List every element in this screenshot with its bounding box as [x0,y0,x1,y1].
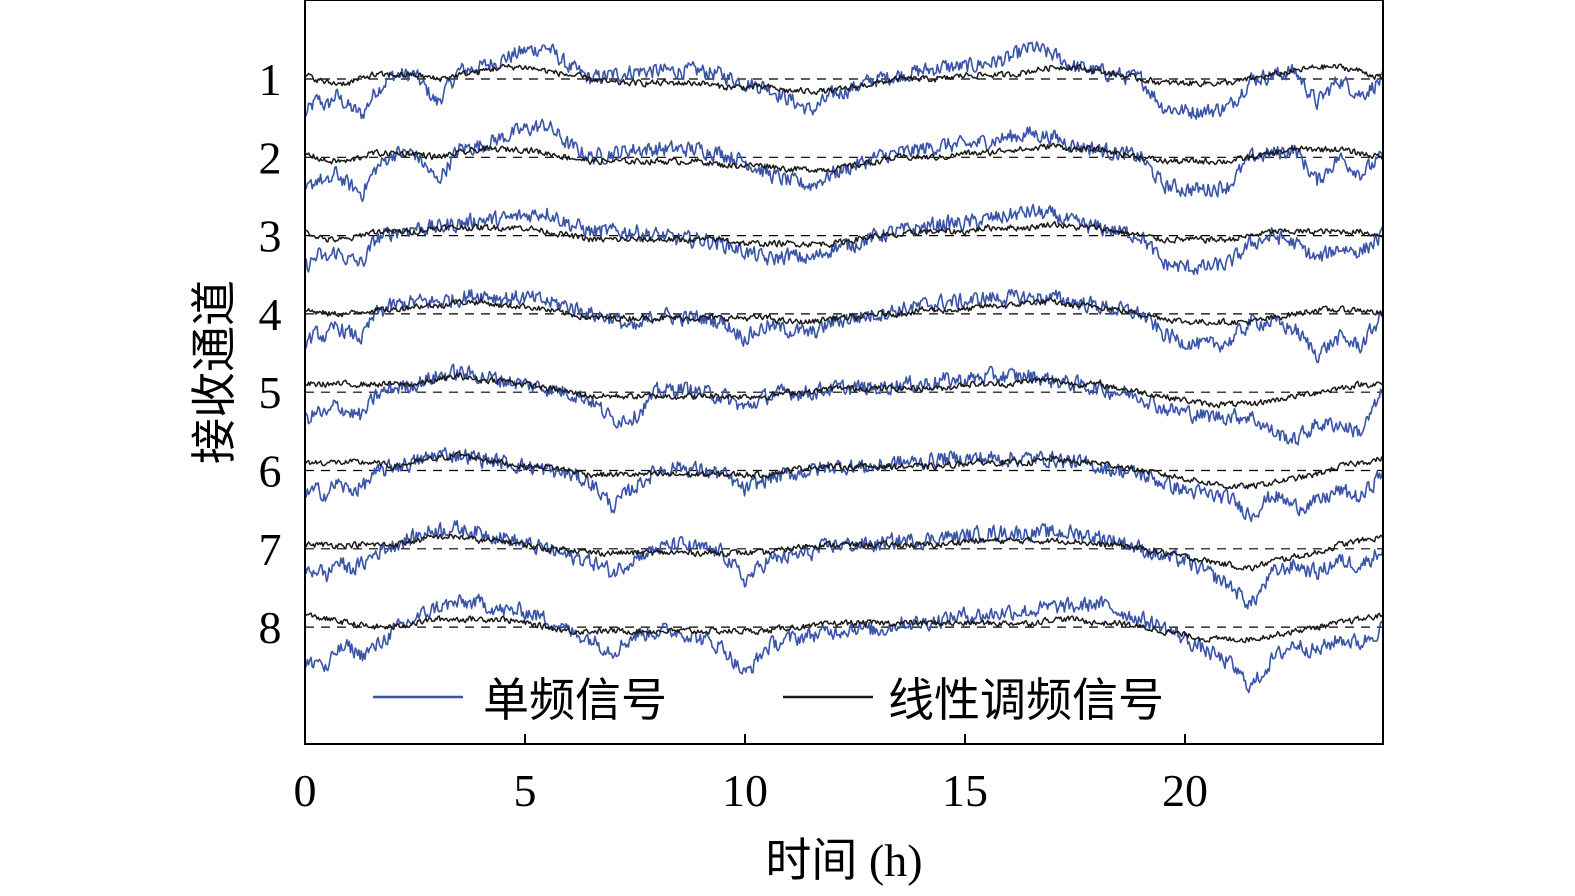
channel-label-6: 6 [259,446,282,497]
plot-frame [304,0,1384,745]
lfm-line-channel-4 [304,297,1384,326]
x-tick-label-20: 20 [1162,765,1208,816]
single-frequency-line-channel-8 [304,593,1384,694]
lfm-line-channel-3 [304,220,1384,248]
lfm-line-channel-5 [304,372,1384,409]
x-tick-label-5: 5 [514,765,537,816]
single-frequency-line-channel-3 [304,203,1384,276]
single-frequency-line-channel-6 [304,447,1384,523]
lfm-line-channel-1 [304,63,1384,96]
x-axis-label: 时间 (h) [765,835,922,886]
lfm-line-channel-7 [304,533,1384,572]
lfm-line-channel-8 [305,612,1384,644]
channel-baselines [305,78,1383,628]
channel-label-2: 2 [259,132,282,183]
single-frequency-line-channel-4 [304,288,1384,364]
single-frequency-line-channel-2 [304,118,1384,203]
single-frequency-line-channel-5 [304,363,1384,446]
legend-label-lfm: 线性调频信号 [888,675,1164,726]
x-tick-label-0: 0 [294,765,317,816]
channel-label-8: 8 [259,602,282,653]
channel-label-3: 3 [259,211,282,262]
series-lines [304,41,1384,694]
single-frequency-line-channel-7 [304,519,1384,610]
channel-label-7: 7 [259,524,282,575]
channel-label-1: 1 [259,54,282,105]
channel-label-4: 4 [259,289,282,340]
lfm-line-channel-2 [304,142,1384,174]
legend-label-single-frequency: 单频信号 [483,675,667,726]
lfm-line-channel-6 [304,451,1384,490]
y-axis-label: 接收通道 [189,280,240,464]
x-tick-label-10: 10 [722,765,768,816]
legend: 单频信号 线性调频信号 [373,675,1164,726]
channel-label-5: 5 [259,367,282,418]
x-tick-label-15: 15 [942,765,988,816]
channel-labels: 1 2 3 4 5 6 7 8 [259,54,282,653]
single-frequency-line-channel-1 [304,41,1384,120]
x-axis-ticks: 0 5 10 15 20 [294,734,1208,816]
